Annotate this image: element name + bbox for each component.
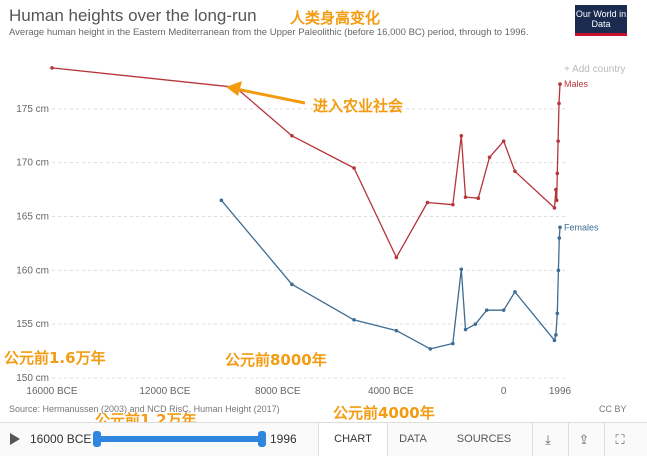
license-label[interactable]: CC BY [599, 404, 627, 414]
tab-chart[interactable]: CHART [318, 423, 388, 456]
data-point-males[interactable] [290, 133, 294, 138]
data-point-males[interactable] [459, 133, 464, 138]
data-point-males[interactable] [50, 66, 54, 70]
chart-title: Human heights over the long-run [9, 6, 257, 25]
grid-lines [52, 108, 565, 379]
x-tick-label: 4000 BCE [368, 386, 414, 397]
y-tick-label: 170 cm [16, 158, 49, 169]
x-tick-label: 8000 BCE [255, 386, 301, 397]
data-point-males[interactable] [556, 139, 560, 143]
data-point-males[interactable] [487, 155, 492, 160]
data-point-females[interactable] [557, 236, 562, 240]
y-tick-label: 155 cm [16, 319, 49, 330]
series-line-males[interactable] [51, 67, 561, 259]
data-point-males[interactable] [552, 206, 557, 210]
data-point-males[interactable] [557, 101, 561, 106]
source-note[interactable]: Source: Hermanussen (2003) and NCD RisC,… [9, 404, 280, 414]
data-point-males[interactable] [501, 139, 506, 143]
timeline-end-label: 1996 [270, 432, 297, 446]
data-point-females[interactable] [451, 341, 455, 346]
data-point-males[interactable] [558, 82, 562, 86]
data-point-males[interactable] [554, 198, 559, 203]
data-point-females[interactable] [513, 290, 517, 294]
data-point-females[interactable] [501, 308, 506, 312]
data-point-females[interactable] [484, 308, 489, 312]
timeline-track[interactable] [96, 436, 262, 442]
data-point-males[interactable] [352, 166, 356, 170]
data-point-females[interactable] [394, 328, 399, 333]
axis-labels: 150 cm 155 cm 160 cm 165 cm 170 cm 175 cm 1600… [16, 79, 599, 397]
agriculture-arrow [226, 81, 306, 105]
annotation-4000bc: 公元前4000年 [333, 404, 435, 422]
y-tick-label: 160 cm [16, 265, 49, 276]
data-point-females[interactable] [219, 198, 224, 203]
data-point-females[interactable] [459, 267, 464, 272]
timeline-start-label: 16000 BCE [30, 432, 92, 446]
data-point-males[interactable] [513, 169, 517, 174]
data-point-females[interactable] [552, 338, 557, 343]
y-tick-label: 165 cm [16, 212, 49, 223]
footer-controls: 16000 BCE 1996 CHART DATA SOURCES ⤓ ⇪ ⛶ [0, 422, 647, 456]
data-point-males[interactable] [463, 195, 468, 199]
annotation-cn-title: 人类身高变化 [290, 9, 381, 27]
data-point-females[interactable] [473, 322, 478, 326]
x-tick-label: 16000 BCE [26, 386, 77, 397]
chart-subtitle: Average human height in the Eastern Medi… [9, 27, 529, 38]
data-point-females[interactable] [555, 311, 560, 316]
y-tick-label: 150 cm [16, 373, 49, 384]
series-line-females[interactable] [220, 199, 561, 350]
data-point-females[interactable] [352, 318, 356, 322]
data-point-males[interactable] [394, 255, 399, 260]
data-point-females[interactable] [428, 347, 433, 351]
annotation-8000bc: 公元前8000年 [225, 351, 327, 369]
annotation-agriculture: 进入农业社会 [313, 97, 404, 115]
add-country-button[interactable]: + Add country [564, 64, 626, 75]
series-group [50, 66, 562, 351]
annotation-16000bc: 公元前1.6万年 [4, 349, 106, 367]
data-point-males[interactable] [451, 202, 455, 207]
data-point-females[interactable] [554, 333, 558, 337]
series-label-females: Females [564, 222, 599, 232]
tab-sources[interactable]: SOURCES [456, 433, 512, 445]
timeline-start-handle[interactable] [93, 431, 101, 447]
data-point-males[interactable] [555, 171, 560, 176]
data-point-males[interactable] [425, 200, 430, 205]
series-label-males: Males [564, 79, 589, 89]
data-point-females[interactable] [463, 327, 468, 332]
data-point-females[interactable] [558, 225, 562, 230]
data-point-males[interactable] [554, 187, 558, 192]
download-icon[interactable]: ⤓ [532, 423, 563, 456]
data-point-females[interactable] [556, 268, 561, 273]
fullscreen-icon[interactable]: ⛶ [604, 423, 635, 456]
line-chart: 150 cm 155 cm 160 cm 165 cm 170 cm 175 cm 1600… [16, 66, 599, 397]
play-icon[interactable] [10, 433, 20, 445]
share-icon[interactable]: ⇪ [568, 423, 599, 456]
x-tick-label: 0 [501, 386, 507, 397]
owid-logo[interactable]: Our World in Data [575, 5, 627, 36]
x-tick-label: 12000 BCE [139, 386, 190, 397]
x-tick-label: 1996 [549, 386, 572, 397]
timeline-end-handle[interactable] [258, 431, 266, 447]
data-point-females[interactable] [290, 282, 294, 287]
data-point-males[interactable] [476, 196, 481, 200]
tab-data[interactable]: DATA [399, 433, 427, 445]
y-tick-label: 175 cm [16, 104, 49, 115]
